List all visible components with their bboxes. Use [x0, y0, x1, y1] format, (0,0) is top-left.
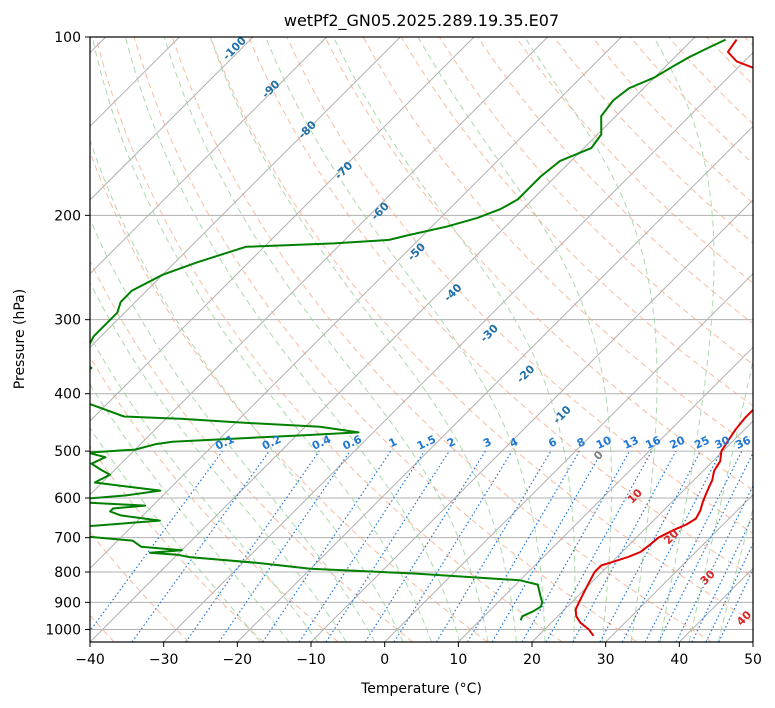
moist-adiabat-line	[209, 37, 517, 642]
mixing-ratio-label: 10	[594, 433, 614, 451]
moist-adiabat-line	[265, 37, 546, 642]
isotherm-gridline	[605, 493, 753, 642]
mixing-ratio-label: 25	[692, 434, 711, 452]
moist-adiabat-line	[417, 37, 612, 642]
dry-adiabat-line	[324, 37, 753, 491]
isotherm-gridline	[90, 37, 475, 422]
moist-adiabat-line	[688, 358, 753, 642]
x-tick-label: −20	[223, 652, 253, 668]
dry-adiabat-line	[248, 37, 753, 578]
isotherm-gridline	[236, 125, 753, 642]
y-tick-label: 200	[54, 208, 81, 224]
x-tick-label: 40	[670, 652, 688, 668]
isotherm-gridline	[384, 272, 753, 642]
dry-adiabat-line	[210, 37, 753, 623]
x-tick-label: −40	[75, 652, 105, 668]
moist-adiabat-line	[90, 217, 376, 642]
moist-adiabat-line	[91, 37, 432, 642]
moist-adiabat-line	[653, 37, 715, 642]
y-tick-label: 1000	[45, 622, 81, 638]
mixing-ratio-label: 16	[643, 433, 663, 451]
mixing-ratio-line	[491, 450, 603, 642]
dry-adiabat-line	[90, 259, 414, 642]
dry-adiabats	[90, 37, 753, 642]
x-tick-label: −10	[296, 652, 326, 668]
temperature-profile-line	[574, 39, 753, 637]
isotherm-gridline	[163, 51, 753, 642]
moist-adiabat-line	[125, 37, 461, 642]
mixing-ratio-line	[364, 450, 486, 642]
x-tick-label: 20	[523, 652, 541, 668]
moist-adiabat-line	[90, 383, 290, 642]
y-tick-label: 300	[54, 313, 81, 329]
moist-adiabat-line	[332, 37, 576, 642]
dewpoint-profile-line	[90, 38, 727, 621]
chart-title: wetPf2_GN05.2025.289.19.35.E07	[284, 11, 559, 31]
dry-adiabat-line	[90, 445, 264, 642]
x-tick-label: 10	[449, 652, 467, 668]
dry-adiabat-label: 40	[734, 608, 754, 628]
moist-adiabat-line	[90, 138, 404, 642]
dry-adiabat-line	[171, 37, 712, 642]
mixing-ratio-line	[393, 450, 513, 642]
moist-adiabat-line	[524, 37, 658, 642]
grid-layer	[90, 37, 753, 642]
isotherm-gridline	[90, 37, 549, 496]
mixing-ratio-lines	[90, 450, 753, 642]
isotherm-gridline	[90, 37, 328, 275]
isotherm-gridline	[90, 37, 622, 570]
mixing-ratio-line	[435, 450, 552, 642]
moist-adiabat-line	[717, 506, 753, 642]
mixing-ratio-line	[545, 450, 653, 642]
mixing-ratio-label: 36	[733, 433, 753, 451]
mixing-ratio-line	[185, 450, 320, 642]
moist-adiabat-line	[163, 37, 489, 642]
y-axis-label: Pressure (hPa)	[12, 289, 28, 389]
y-tick-label: 900	[54, 595, 81, 611]
plot-area: 0.1 0.2 0.4 0.6 1 1.5 2 3 4 6 8 10 13 16 20 25 30 36-100-…	[90, 37, 754, 642]
x-tick-label: 30	[597, 652, 615, 668]
x-tick-label: 50	[744, 652, 762, 668]
series-layer	[90, 38, 753, 637]
y-tick-label: 500	[54, 444, 81, 460]
isotherm-gridline	[457, 346, 753, 642]
isotherm-gridline	[90, 37, 254, 201]
isotherm-gridline	[90, 37, 401, 349]
plot-frame	[89, 36, 754, 643]
mixing-ratio-label: 13	[621, 434, 640, 452]
dry-adiabat-line	[515, 37, 753, 284]
mixing-ratio-label: 30	[713, 433, 733, 451]
y-tick-label: 400	[54, 387, 81, 403]
moist-adiabat-line	[90, 335, 319, 642]
mixing-ratio-line	[572, 450, 677, 642]
mixing-ratio-line	[325, 450, 450, 642]
x-tick-label: 0	[380, 652, 389, 668]
y-tick-label: 600	[54, 491, 81, 507]
dry-adiabat-line	[286, 37, 753, 534]
dry-adiabat-line	[95, 37, 563, 642]
x-tick-label: −30	[149, 652, 179, 668]
dry-adiabat-line	[90, 356, 339, 642]
mixing-ratio-label: 20	[668, 433, 688, 451]
mixing-ratio-line	[521, 450, 631, 642]
x-axis-label: Temperature (°C)	[360, 681, 482, 697]
mixing-ratio-line	[218, 450, 351, 642]
mixing-ratio-line	[466, 450, 580, 642]
moist-adiabat-line	[90, 281, 347, 642]
y-tick-label: 700	[54, 531, 81, 547]
isotherm-gridline	[531, 420, 753, 642]
y-tick-label: 800	[54, 565, 81, 581]
y-tick-label: 100	[54, 30, 81, 46]
isotherm-gridline	[90, 37, 696, 642]
moist-adiabats	[90, 37, 753, 642]
